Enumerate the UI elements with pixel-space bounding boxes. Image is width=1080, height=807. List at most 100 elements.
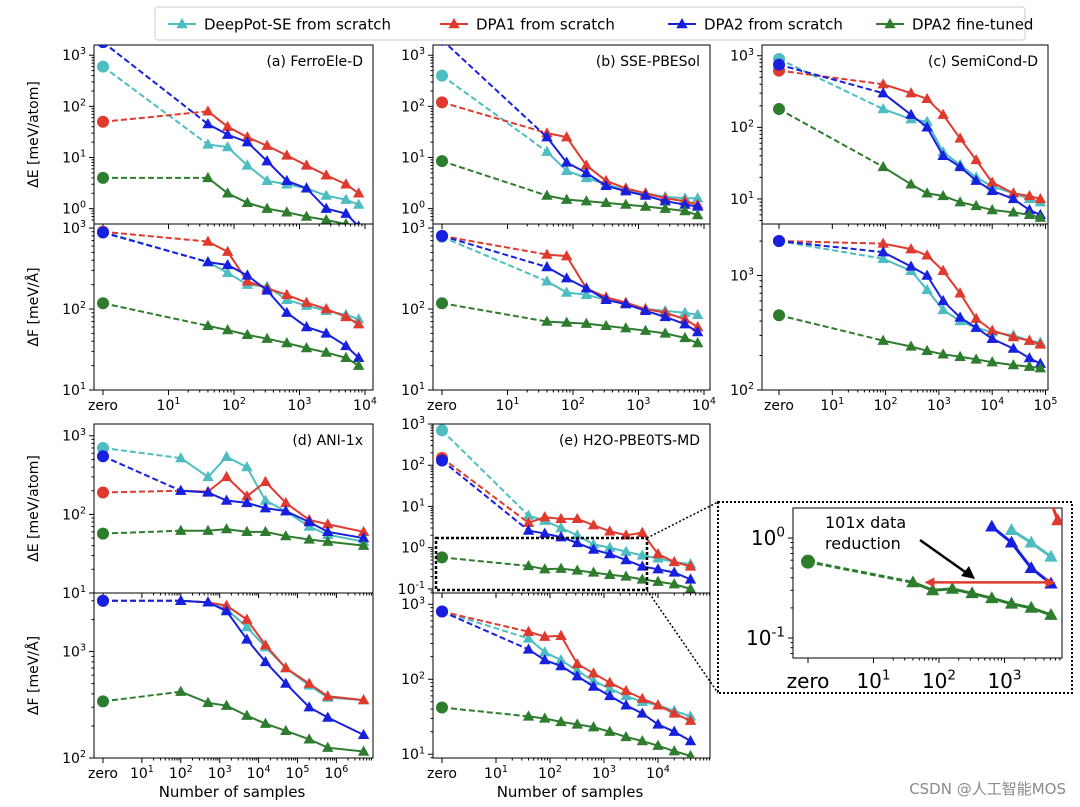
plot-frame	[432, 592, 711, 759]
data-point-triangle	[560, 131, 573, 142]
series-line	[528, 715, 691, 757]
data-point-triangle	[691, 209, 704, 220]
y-tick-label: 101	[401, 497, 425, 515]
zoom-connector	[646, 501, 719, 539]
y-tick-label: 103	[730, 267, 754, 285]
data-point-triangle	[241, 461, 253, 472]
panel-title: (d) ANI-1x	[292, 433, 363, 449]
data-point-triangle	[1024, 600, 1038, 613]
data-point-triangle	[303, 516, 315, 527]
x-tick-label: 103	[208, 764, 232, 782]
series-dashed-segment	[778, 108, 884, 168]
x-tick-label: 101	[856, 668, 890, 693]
data-point-triangle	[905, 260, 917, 271]
series-dashed-segment	[102, 455, 182, 492]
x-tick-label: 101	[484, 764, 508, 782]
data-point-triangle	[636, 692, 649, 703]
data-point-triangle	[522, 710, 535, 721]
data-point-triangle	[241, 159, 254, 170]
data-point-triangle	[652, 575, 664, 586]
data-point-triangle	[541, 275, 553, 286]
data-point-triangle	[322, 690, 334, 701]
data-point-zero-circle	[436, 424, 448, 437]
data-point-zero-circle	[436, 155, 448, 168]
data-point-triangle	[241, 196, 254, 208]
series-dashed-segment	[441, 457, 530, 524]
data-point-triangle	[522, 516, 535, 528]
data-point-triangle	[357, 532, 370, 543]
data-point-triangle	[241, 621, 253, 632]
data-point-triangle	[281, 174, 293, 186]
data-point-triangle	[691, 200, 704, 211]
data-point-triangle	[921, 121, 933, 132]
data-point-triangle	[221, 266, 234, 278]
series-dashed-segment	[441, 706, 529, 718]
series-dashed-segment	[441, 101, 548, 135]
data-point-triangle	[555, 512, 567, 524]
y-tick-label: 102	[401, 670, 425, 688]
data-point-triangle	[202, 596, 214, 607]
y-axis-label: ΔE [meV/atom]	[26, 455, 42, 562]
x-tick-label: 105	[1034, 396, 1058, 414]
data-point-triangle	[202, 138, 214, 149]
data-point-triangle	[954, 160, 966, 172]
data-point-triangle	[202, 319, 214, 331]
series-dashed-segment	[778, 314, 884, 342]
data-point-triangle	[357, 728, 370, 740]
data-point-triangle	[587, 667, 600, 678]
y-tick-label: 102	[730, 118, 754, 136]
data-point-triangle	[620, 322, 632, 333]
data-point-triangle	[571, 657, 583, 669]
data-point-triangle	[965, 586, 979, 599]
data-point-triangle	[587, 680, 600, 691]
data-point-triangle	[522, 559, 535, 571]
series-layer	[97, 594, 370, 756]
data-point-triangle	[620, 684, 632, 696]
data-point-triangle	[937, 108, 949, 119]
data-point-triangle	[280, 505, 292, 516]
data-point-triangle	[600, 196, 612, 208]
x-tick-label: 101	[820, 396, 844, 414]
data-point-triangle	[202, 486, 214, 497]
data-point-triangle	[620, 554, 632, 565]
data-point-triangle	[322, 711, 334, 722]
data-point-triangle	[280, 677, 292, 688]
series-layer	[97, 441, 370, 550]
series-dashed-segment	[102, 690, 181, 703]
data-point-triangle	[684, 735, 697, 746]
y-axis-label: ΔE [meV/atom]	[26, 81, 42, 188]
data-point-triangle	[1007, 342, 1020, 353]
data-point-triangle	[986, 176, 998, 187]
series-dashed-segment	[102, 65, 209, 146]
y-tick-label: 100	[62, 200, 86, 218]
y-tick-label: 100	[401, 539, 425, 557]
data-point-triangle	[571, 664, 583, 675]
data-point-triangle	[691, 326, 704, 337]
series-line	[882, 251, 1041, 365]
data-point-triangle	[905, 108, 917, 119]
data-point-triangle	[221, 245, 234, 256]
data-point-triangle	[1034, 338, 1047, 349]
data-point-triangle	[340, 193, 352, 204]
data-point-zero-circle	[436, 297, 448, 310]
data-point-triangle	[303, 733, 315, 744]
data-point-triangle	[300, 296, 313, 307]
data-point-triangle	[261, 155, 273, 166]
data-point-triangle	[522, 632, 535, 643]
y-tick-label: 103	[401, 46, 425, 64]
x-tick-label: 103	[592, 764, 616, 782]
data-point-zero-circle	[436, 551, 448, 564]
data-point-triangle	[580, 288, 593, 299]
chart-panel: 102 103 zero 101 102 103 104 105	[730, 223, 1058, 414]
data-point-triangle	[303, 533, 315, 544]
x-tick-label: zero	[88, 398, 118, 414]
data-point-zero-circle	[436, 229, 448, 242]
data-point-triangle	[300, 182, 313, 193]
series-line	[207, 110, 360, 195]
data-point-triangle	[202, 470, 214, 482]
legend-swatch-triangle	[176, 18, 188, 29]
data-point-triangle	[668, 745, 680, 756]
data-point-triangle	[970, 353, 982, 364]
